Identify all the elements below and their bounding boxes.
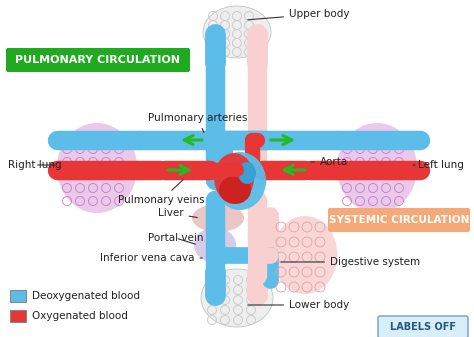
Ellipse shape [203, 6, 271, 58]
FancyBboxPatch shape [10, 310, 26, 322]
Text: PULMONARY CIRCULATION: PULMONARY CIRCULATION [16, 55, 181, 65]
Ellipse shape [219, 176, 251, 204]
FancyBboxPatch shape [378, 316, 468, 337]
Text: Pulmonary veins: Pulmonary veins [118, 180, 205, 205]
Text: Lower body: Lower body [248, 300, 349, 310]
Text: SYSTEMIC CIRCULATION: SYSTEMIC CIRCULATION [329, 215, 469, 225]
Text: Aorta: Aorta [311, 157, 348, 167]
Text: Right lung: Right lung [8, 160, 62, 170]
Text: Deoxygenated blood: Deoxygenated blood [32, 291, 140, 301]
Ellipse shape [57, 123, 137, 213]
Text: Inferior vena cava: Inferior vena cava [100, 253, 202, 263]
Ellipse shape [214, 152, 266, 210]
Ellipse shape [337, 123, 417, 213]
Text: Liver: Liver [158, 208, 197, 218]
Text: Pulmonary arteries: Pulmonary arteries [148, 113, 247, 132]
Ellipse shape [273, 216, 337, 294]
Text: Oxygenated blood: Oxygenated blood [32, 311, 128, 321]
Text: Digestive system: Digestive system [281, 257, 420, 267]
FancyBboxPatch shape [6, 48, 190, 72]
Ellipse shape [194, 227, 236, 263]
FancyBboxPatch shape [10, 290, 26, 302]
Ellipse shape [238, 162, 256, 184]
Text: Portal vein: Portal vein [148, 233, 203, 244]
Ellipse shape [214, 153, 254, 203]
Text: Left lung: Left lung [413, 160, 464, 170]
Text: LABELS OFF: LABELS OFF [390, 322, 456, 332]
Ellipse shape [192, 204, 244, 232]
Ellipse shape [201, 269, 273, 327]
Text: Upper body: Upper body [248, 9, 349, 20]
FancyBboxPatch shape [328, 208, 470, 232]
